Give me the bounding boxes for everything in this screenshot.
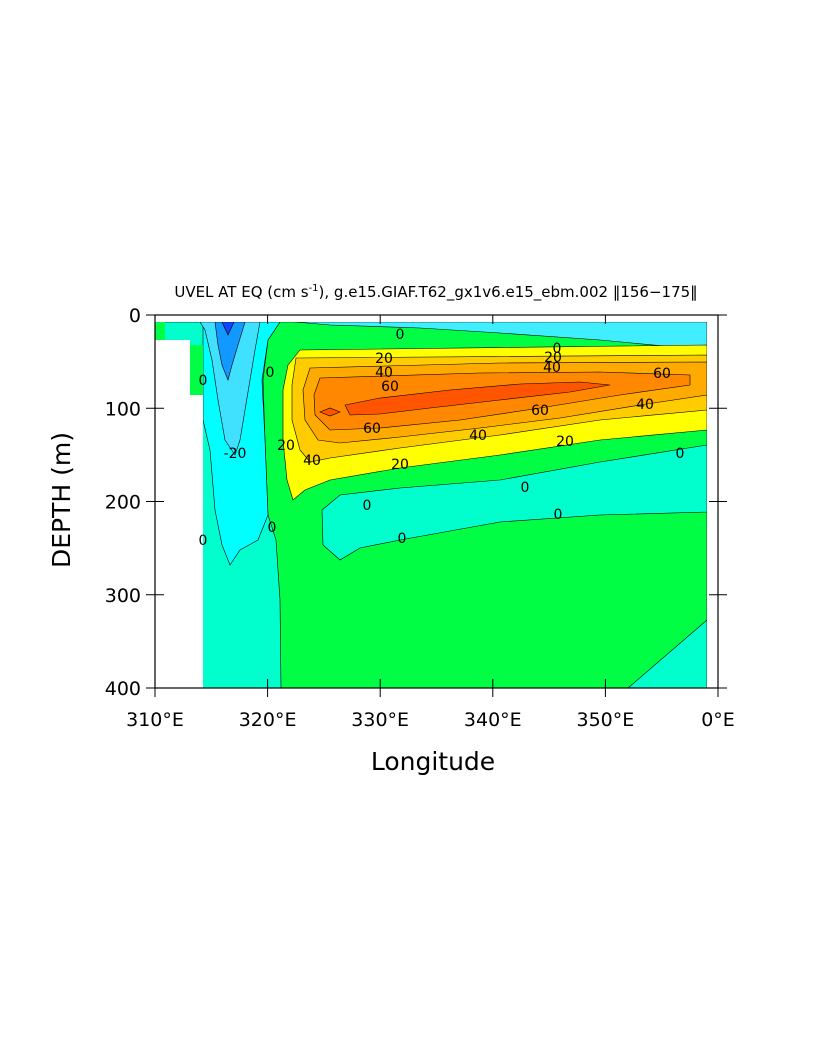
chart-title: UVEL AT EQ (cm s-1), g.e15.GIAF.T62_gx1v… bbox=[174, 283, 697, 302]
contour-fill bbox=[321, 444, 708, 561]
x-tick-label: 320°E bbox=[239, 709, 297, 731]
contour-fill bbox=[344, 381, 611, 416]
title-part: UVEL AT EQ (cm s bbox=[174, 283, 308, 301]
contour-label: 0 bbox=[266, 365, 275, 381]
contour-label: 0 bbox=[554, 507, 563, 523]
contour-label: 20 bbox=[391, 457, 409, 473]
contour-label: 0 bbox=[676, 446, 685, 462]
contour-fill bbox=[190, 345, 203, 395]
land-mask bbox=[155, 340, 203, 688]
contour-label: 60 bbox=[531, 403, 549, 419]
title-part: ), g.e15.GIAF.T62_gx1v6.e15_ebm.002 ‖156… bbox=[319, 283, 698, 302]
y-tick-label: 0 bbox=[129, 305, 141, 327]
contour-label: 0 bbox=[396, 327, 405, 343]
x-tick-label: 0°E bbox=[701, 709, 735, 731]
contour-label: 60 bbox=[653, 366, 671, 382]
contour-label: 0 bbox=[398, 531, 407, 547]
contour-fill bbox=[199, 321, 261, 456]
contour-label: 40 bbox=[636, 397, 654, 413]
no-data bbox=[155, 315, 718, 322]
contour-fill bbox=[214, 321, 246, 381]
contour-label: 0 bbox=[199, 533, 208, 549]
y-tick-label: 100 bbox=[105, 398, 141, 420]
contour-label: 20 bbox=[556, 434, 574, 450]
contour-label: 40 bbox=[469, 428, 487, 444]
contour-label: 0 bbox=[268, 520, 277, 536]
contour-label: 20 bbox=[544, 350, 562, 366]
contour-label: 60 bbox=[381, 379, 399, 395]
contour-label: 0 bbox=[199, 373, 208, 389]
contour-label: -20 bbox=[224, 446, 247, 462]
y-tick-label: 300 bbox=[105, 585, 141, 607]
contour-label: 40 bbox=[303, 453, 321, 469]
contour-fill bbox=[319, 407, 341, 417]
contour-label: 20 bbox=[375, 351, 393, 367]
x-tick-label: 330°E bbox=[351, 709, 409, 731]
contour-label: 0 bbox=[553, 341, 562, 357]
y-axis-label: DEPTH (m) bbox=[47, 432, 76, 568]
contour-label: 0 bbox=[363, 498, 372, 514]
contour-label: 20 bbox=[277, 438, 295, 454]
y-tick-label: 400 bbox=[105, 678, 141, 700]
x-tick-label: 340°E bbox=[464, 709, 522, 731]
contour-field bbox=[155, 315, 718, 688]
x-tick-label: 310°E bbox=[126, 709, 184, 731]
x-axis-label: Longitude bbox=[371, 747, 495, 776]
title-superscript: -1 bbox=[309, 283, 319, 294]
contour-fill bbox=[155, 322, 165, 340]
x-tick-label: 350°E bbox=[577, 709, 635, 731]
y-tick-label: 200 bbox=[105, 492, 141, 514]
contour-label: 40 bbox=[543, 360, 561, 376]
contour-label: 40 bbox=[375, 365, 393, 381]
contour-label: 60 bbox=[363, 421, 381, 437]
contour-label: 0 bbox=[521, 480, 530, 496]
